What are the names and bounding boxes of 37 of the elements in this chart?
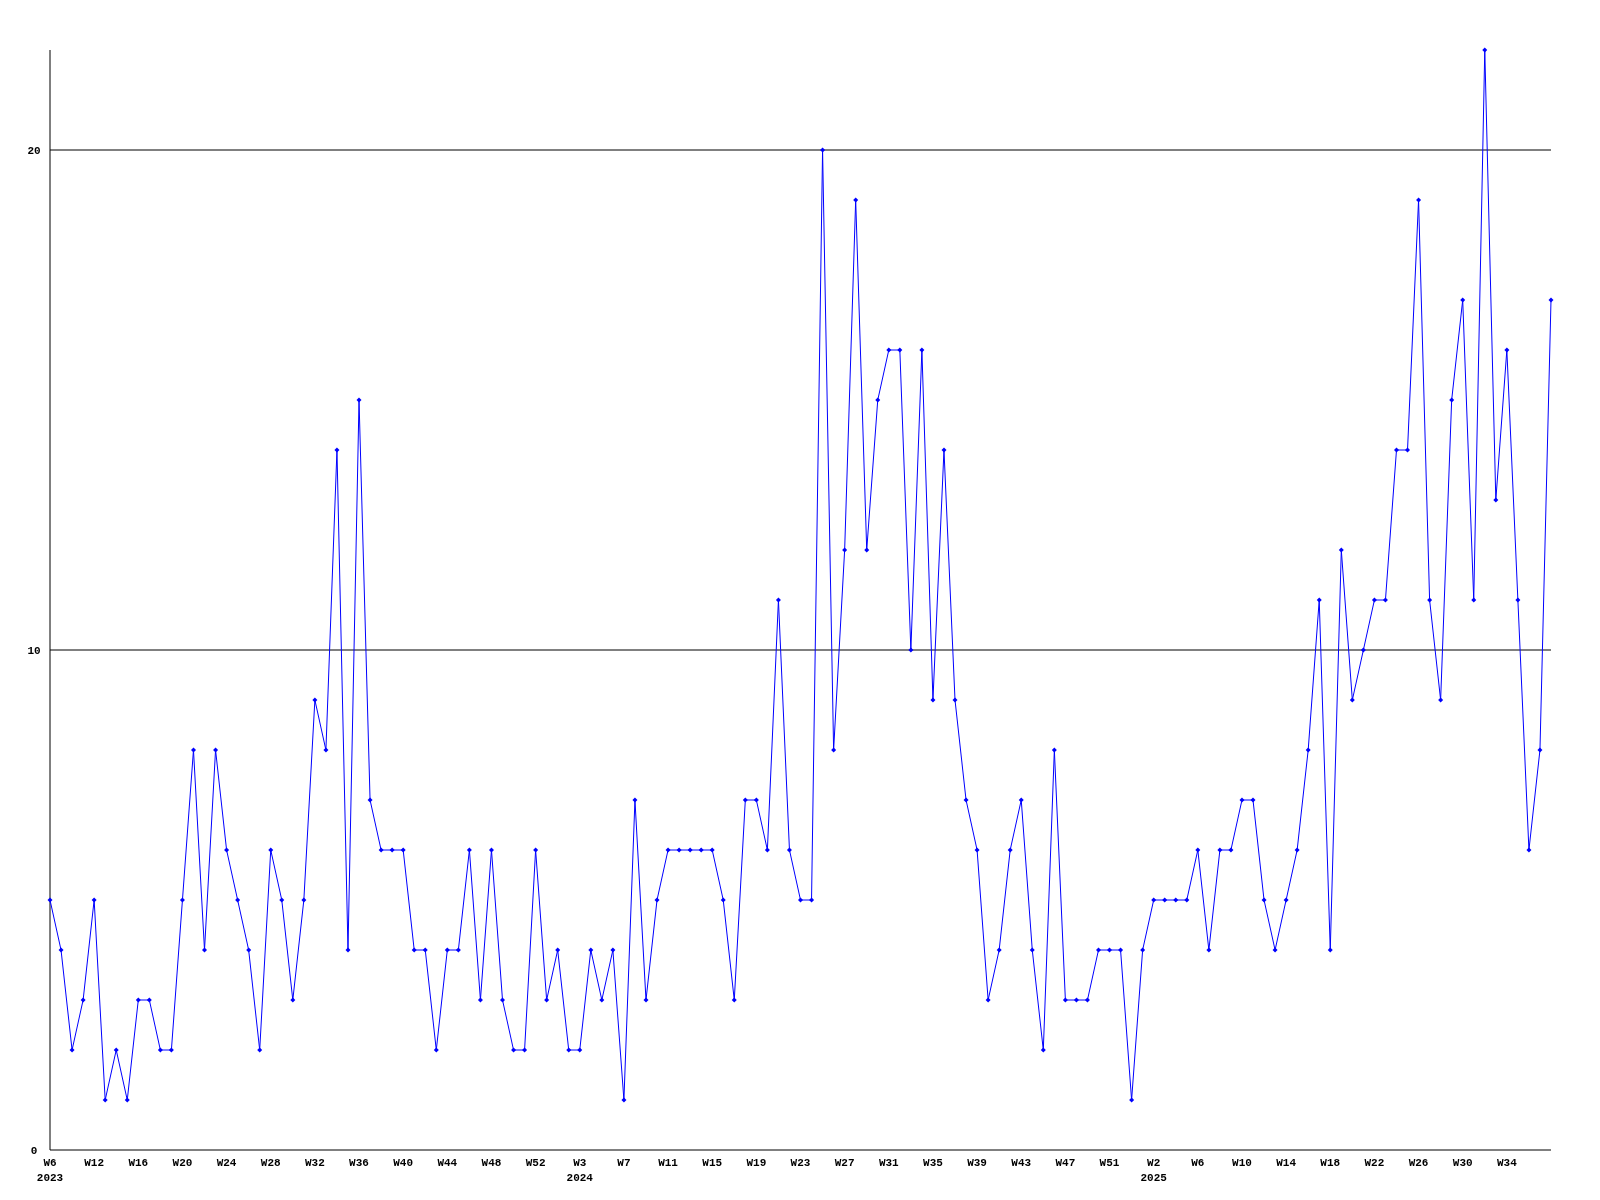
x-tick-label: W48	[481, 1157, 502, 1169]
x-tick-label: W6	[1191, 1157, 1205, 1169]
x-tick-label: W35	[923, 1157, 944, 1169]
x-tick-label: W43	[1011, 1157, 1032, 1169]
x-tick-label: W32	[304, 1157, 325, 1169]
x-tick-label: W34	[1496, 1157, 1518, 1169]
x-tick-label: W20	[172, 1157, 193, 1169]
x-tick-label: W36	[349, 1157, 369, 1169]
x-tick-label: W11	[658, 1157, 679, 1169]
x-tick-label: W40	[393, 1157, 414, 1169]
x-tick-label: W27	[834, 1157, 855, 1169]
x-tick-label: W12	[84, 1157, 105, 1169]
x-tick-label: W19	[746, 1157, 767, 1169]
x-tick-label: W51	[1099, 1157, 1120, 1169]
x-tick-label: W26	[1408, 1157, 1429, 1169]
x-tick-label: W18	[1320, 1157, 1341, 1169]
x-tick-label: W7	[617, 1157, 631, 1169]
x-tick-label: W23	[790, 1157, 811, 1169]
x-tick-label: W39	[967, 1157, 987, 1169]
x-tick-label: W31	[878, 1157, 900, 1169]
x-tick-label: W16	[128, 1157, 149, 1169]
x-tick-label: W22	[1364, 1157, 1385, 1169]
x-tick-label: W24	[216, 1157, 237, 1169]
x-tick-label: W14	[1276, 1157, 1297, 1169]
x-tick-label: W10	[1232, 1157, 1252, 1169]
y-tick-label: 10	[27, 644, 41, 657]
x-tick-label: W3 2024	[566, 1157, 594, 1184]
x-tick-label: W30	[1452, 1157, 1473, 1169]
x-tick-label: W6 2023	[36, 1157, 64, 1184]
x-tick-label: W52	[525, 1157, 546, 1169]
y-tick-label: 0	[30, 1144, 38, 1157]
y-tick-label: 20	[27, 144, 41, 157]
x-tick-label: W47	[1055, 1157, 1076, 1169]
x-tick-label: W44	[437, 1157, 458, 1169]
x-tick-label: W28	[260, 1157, 282, 1169]
x-tick-label: W15	[702, 1157, 723, 1169]
x-tick-label: W2 2025	[1140, 1157, 1168, 1184]
